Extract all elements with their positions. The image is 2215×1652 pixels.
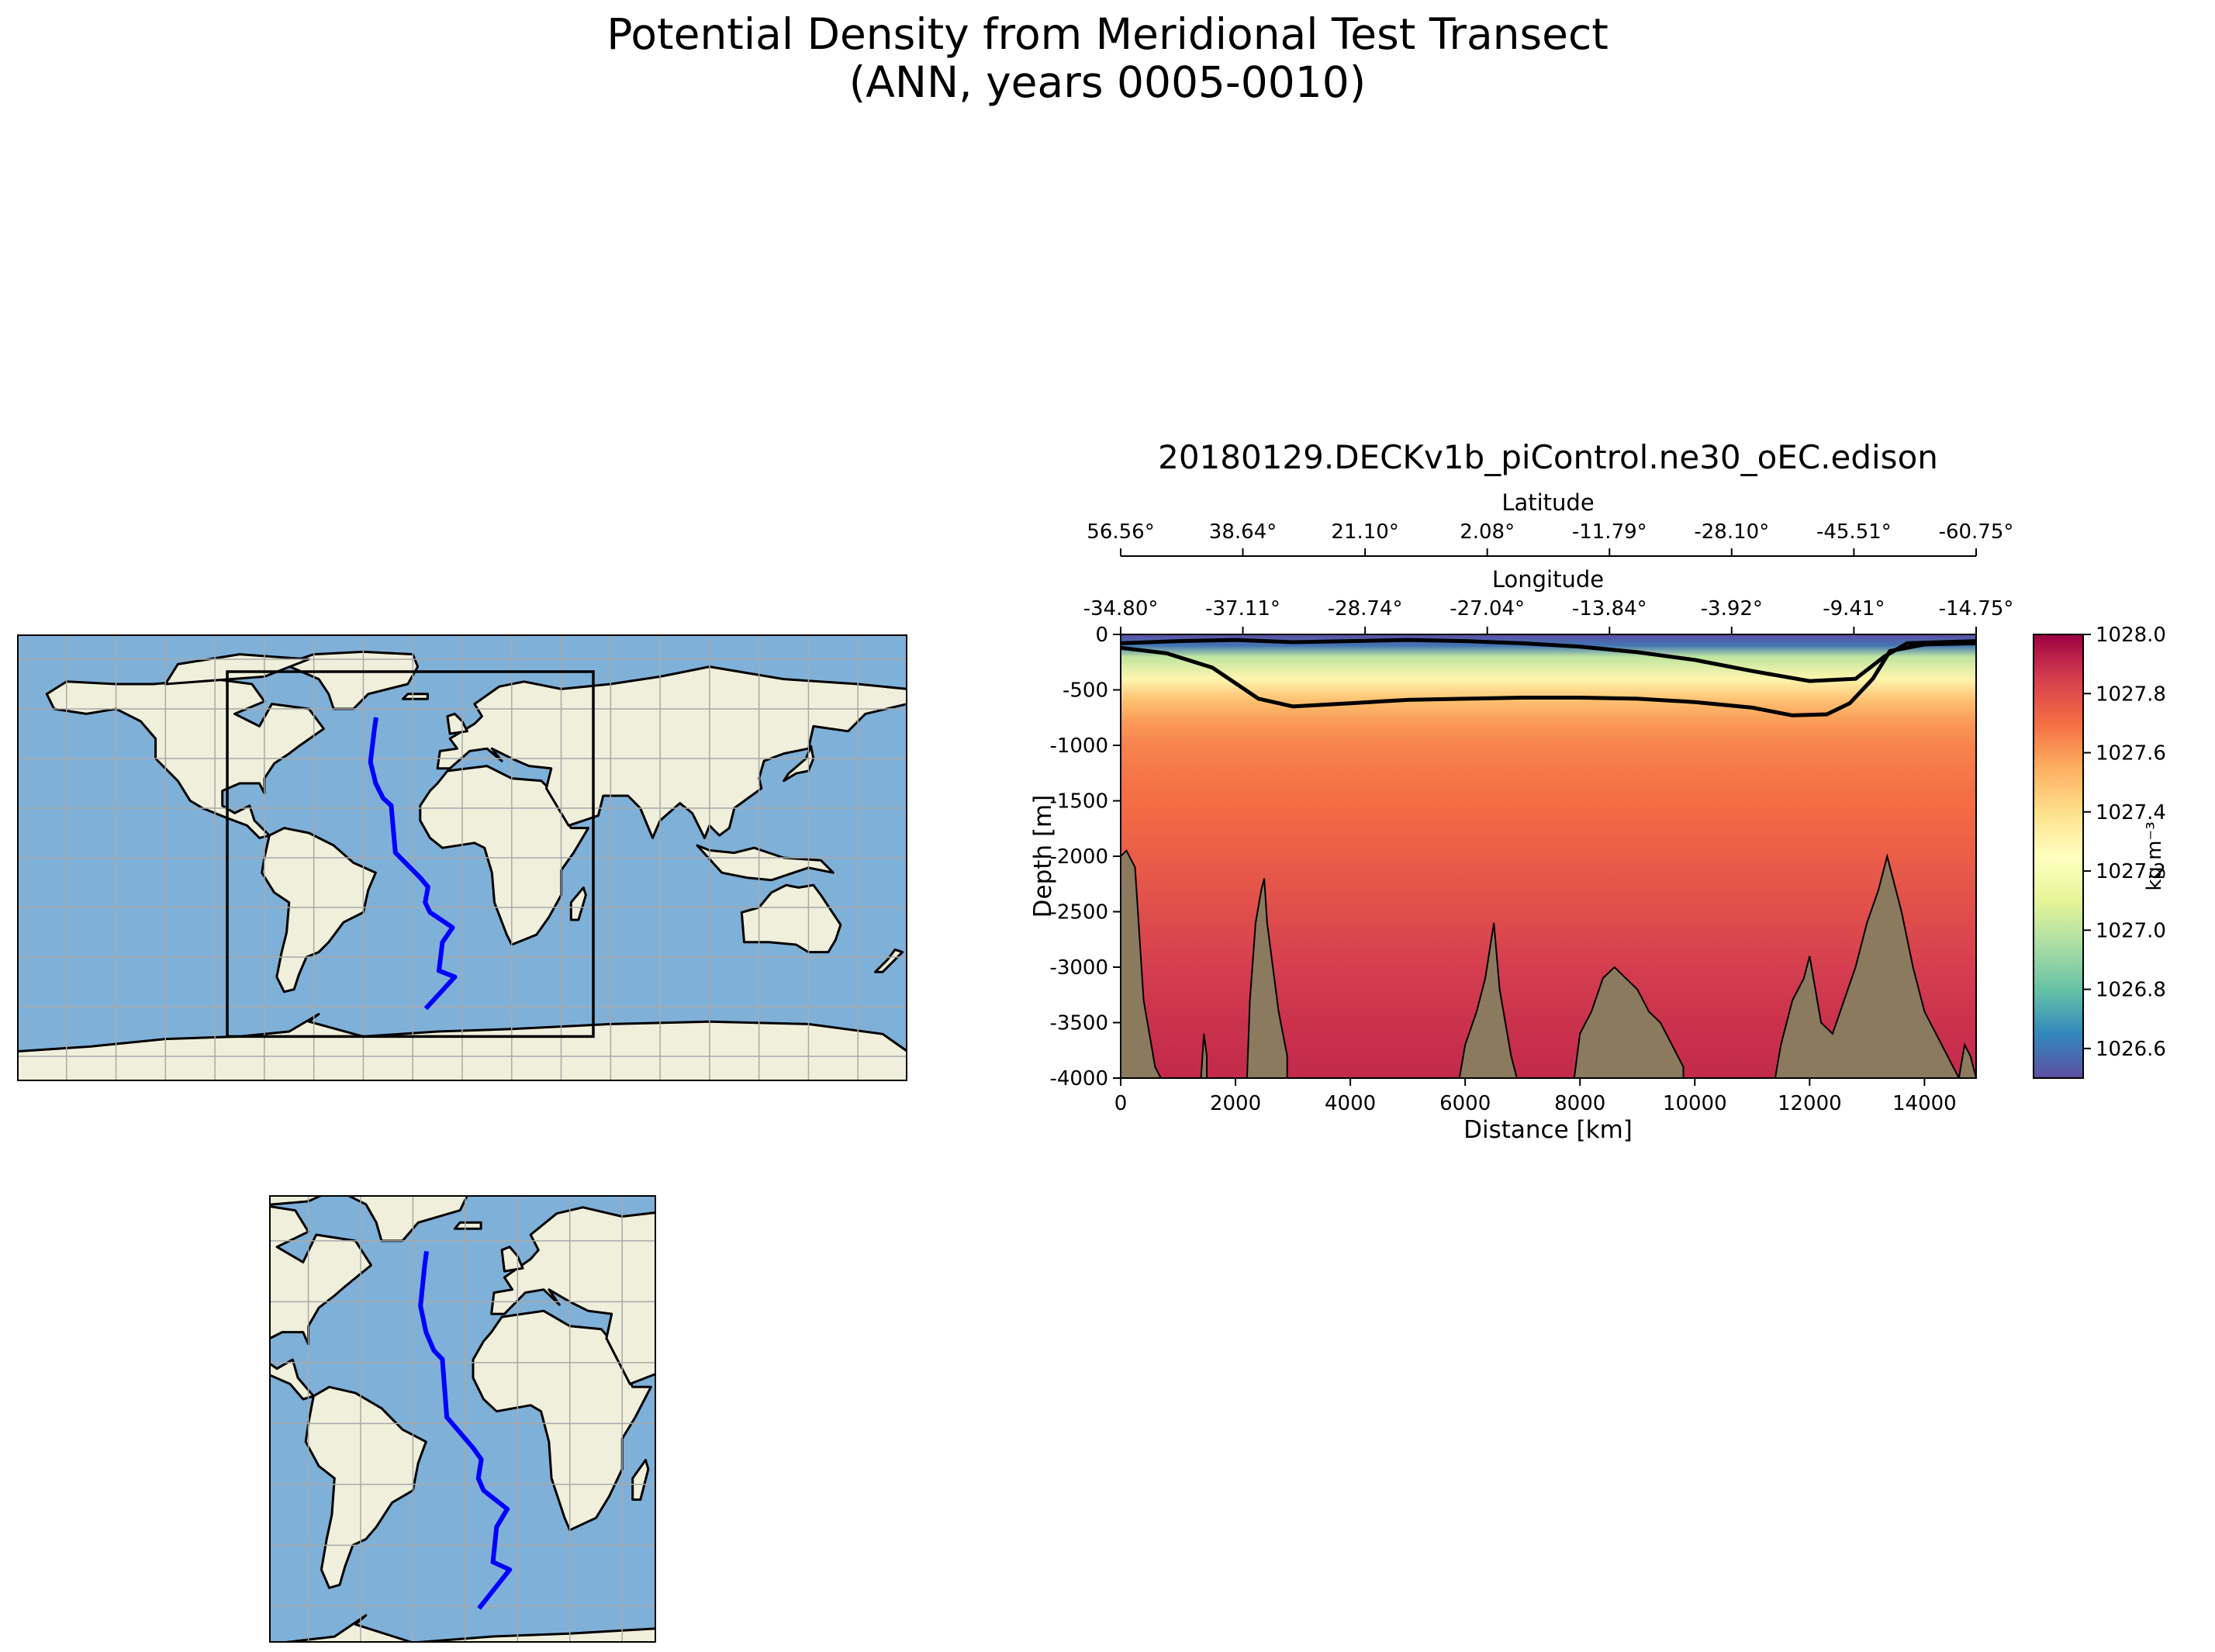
- colorbar-tick-label: 1027.0: [2096, 919, 2166, 942]
- arctic-islands-landmass: [164, 653, 310, 686]
- y-tick-label: -3000: [1049, 956, 1108, 980]
- eurasia-landmass: [490, 1206, 656, 1385]
- colorbar-tick-label: 1027.6: [2096, 742, 2166, 766]
- figure-title-line2: (ANN, years 0005-0010): [848, 57, 1367, 107]
- colorbar-axis: 1026.6 1026.8 1027.0 1027.2 1027.4 1027.6 1027…: [2083, 624, 2166, 1061]
- iceland-landmass: [402, 693, 429, 700]
- secondary-tick-label: -45.51°: [1816, 520, 1892, 544]
- section-title: 20180129.DECKv1b_piControl.ne30_oEC.edis…: [1158, 438, 1938, 476]
- secondary-tick-label: -28.10°: [1694, 520, 1769, 544]
- density-contour-1027: [1121, 641, 1976, 717]
- latitude-axis-label: Latitude: [1501, 489, 1594, 516]
- secondary-tick-label: -34.80°: [1083, 597, 1159, 620]
- north-america-landmass: [269, 1204, 372, 1401]
- map-gridlines: [17, 634, 907, 1081]
- figure-title-line1: Potential Density from Meridional Test T…: [606, 9, 1609, 59]
- colorbar-tick-label: 1026.8: [2096, 979, 2166, 1002]
- x-tick-label: 8000: [1554, 1092, 1605, 1115]
- secondary-tick-label: 38.64°: [1209, 520, 1277, 544]
- transect-line: [418, 1251, 513, 1610]
- transect-line: [368, 717, 458, 1011]
- density-contour-shallow: [1121, 638, 1976, 683]
- x-tick-label: 14000: [1892, 1092, 1957, 1115]
- global-map: [17, 634, 907, 1081]
- longitude-axis-label: Longitude: [1492, 566, 1604, 593]
- secondary-tick-label: 21.10°: [1331, 520, 1398, 544]
- density-section: 20180129.DECKv1b_piControl.ne30_oEC.edis…: [1024, 434, 2172, 1171]
- x-tick-label: 0: [1114, 1092, 1128, 1115]
- new-zealand-landmass: [874, 948, 904, 973]
- secondary-tick-label: -37.11°: [1205, 597, 1280, 620]
- distance-axis: 0 2000 4000 6000 8000 10000 12000 14000: [1114, 1078, 1957, 1115]
- madagascar-landmass: [569, 886, 587, 921]
- y-tick-label: 0: [1095, 624, 1108, 647]
- x-axis-label: Distance [km]: [1463, 1116, 1633, 1144]
- colorbar-tick-label: 1026.6: [2096, 1038, 2166, 1061]
- colorbar-label: kg m⁻³: [2143, 821, 2166, 890]
- y-tick-label: -3500: [1049, 1012, 1108, 1035]
- y-axis-label: Depth [m]: [1029, 795, 1057, 918]
- secondary-tick-label: -27.04°: [1450, 597, 1525, 620]
- map-gridlines: [269, 1195, 656, 1643]
- zoom-map: [269, 1195, 656, 1643]
- iceland-landmass: [453, 1221, 482, 1230]
- secondary-tick-label: 2.08°: [1460, 520, 1515, 544]
- secondary-tick-label: -14.75°: [1939, 597, 2014, 620]
- colorbar-tick-label: 1027.8: [2096, 683, 2166, 706]
- zoom-region-box: [226, 670, 595, 1039]
- y-tick-label: -500: [1063, 679, 1108, 703]
- x-tick-label: 4000: [1325, 1092, 1376, 1115]
- colorbar-tick-label: 1027.4: [2096, 801, 2166, 824]
- bathymetry: [1121, 849, 1976, 1078]
- indonesia-landmass: [696, 844, 835, 882]
- y-tick-label: -4000: [1049, 1067, 1108, 1090]
- y-tick-label: -2000: [1049, 845, 1108, 869]
- greenland-landmass: [282, 650, 420, 710]
- secondary-tick-label: -13.84°: [1572, 597, 1647, 620]
- global-map-frame: [17, 634, 907, 1081]
- secondary-tick-label: -3.92°: [1701, 597, 1763, 620]
- secondary-tick-label: -60.75°: [1939, 520, 2014, 544]
- colorbar-tick-label: 1027.2: [2096, 860, 2166, 883]
- secondary-tick-label: -28.74°: [1328, 597, 1403, 620]
- secondary-tick-label: -11.79°: [1572, 520, 1647, 544]
- secondary-tick-label: 56.56°: [1087, 520, 1154, 544]
- longitude-axis: -34.80° -37.11° -28.74° -27.04° -13.84° -3.92…: [1083, 597, 2014, 635]
- japan-landmass: [783, 745, 815, 783]
- global-map-plot: [17, 634, 907, 1081]
- density-section-chart: 20180129.DECKv1b_piControl.ne30_oEC.edis…: [1029, 438, 2166, 1144]
- y-tick-label: -1500: [1049, 790, 1108, 814]
- x-tick-label: 6000: [1439, 1092, 1491, 1115]
- secondary-tick-label: -9.41°: [1823, 597, 1885, 620]
- zoom-map-frame: [269, 1195, 656, 1643]
- colorbar: [2033, 634, 2084, 1079]
- x-tick-label: 2000: [1210, 1092, 1261, 1115]
- depth-axis: 0 -500 -1000 -1500 -2000 -2500 -3000 -3500 -4000: [1049, 624, 1121, 1090]
- madagascar-landmass: [631, 1459, 650, 1501]
- y-tick-label: -1000: [1049, 734, 1108, 758]
- colorbar-tick-label: 1028.0: [2096, 624, 2166, 647]
- zoom-map-plot: [269, 1195, 656, 1643]
- latitude-axis: 56.56° 38.64° 21.10° 2.08° -11.79° -28.10° -45…: [1087, 520, 2014, 557]
- greenland-landmass: [344, 1195, 469, 1242]
- x-tick-label: 12000: [1778, 1092, 1842, 1115]
- eurasia-landmass: [436, 665, 907, 839]
- x-tick-label: 10000: [1663, 1092, 1727, 1115]
- australia-landmass: [740, 883, 842, 954]
- land-masses: [269, 1195, 656, 1643]
- antarctica-landmass: [269, 1614, 656, 1643]
- y-tick-label: -2500: [1049, 901, 1108, 924]
